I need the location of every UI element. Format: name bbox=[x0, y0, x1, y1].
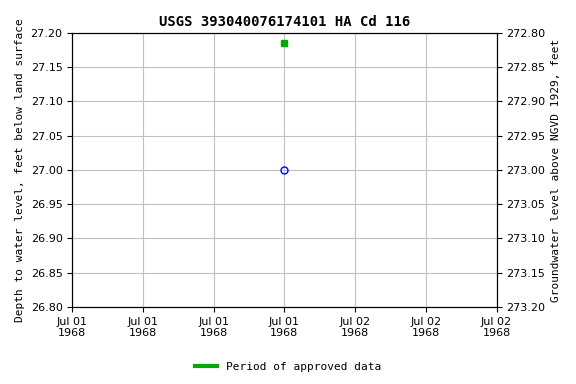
Legend: Period of approved data: Period of approved data bbox=[191, 358, 385, 377]
Y-axis label: Depth to water level, feet below land surface: Depth to water level, feet below land su… bbox=[15, 18, 25, 322]
Y-axis label: Groundwater level above NGVD 1929, feet: Groundwater level above NGVD 1929, feet bbox=[551, 38, 561, 301]
Title: USGS 393040076174101 HA Cd 116: USGS 393040076174101 HA Cd 116 bbox=[159, 15, 410, 29]
